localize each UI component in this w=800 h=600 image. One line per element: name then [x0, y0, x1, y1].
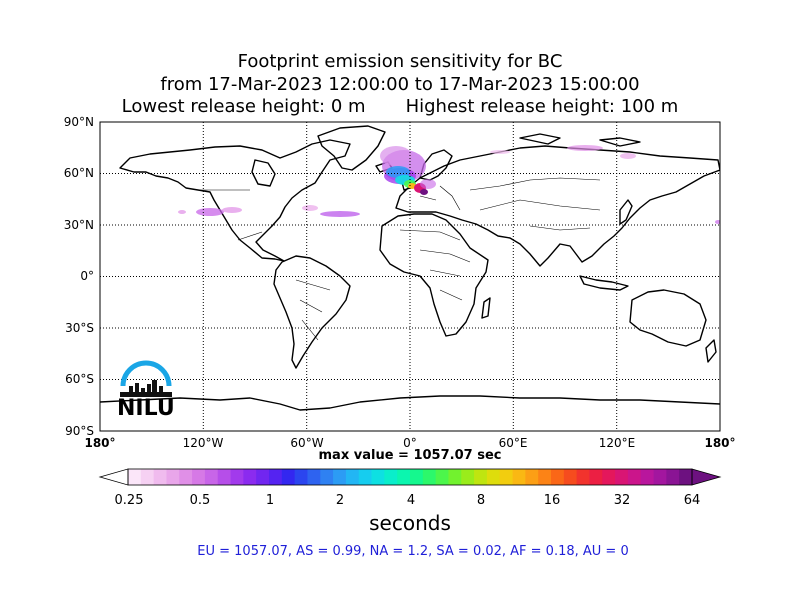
- colorbar-tick-32: 32: [613, 493, 631, 508]
- africa-outline: [379, 213, 489, 337]
- lon-tick-180w: 180°: [84, 436, 116, 450]
- colorbar-tick-1: 1: [265, 493, 275, 508]
- nilu-logo-arc: [120, 360, 172, 387]
- colorbar-segment: [192, 469, 206, 485]
- lon-tick-120e: 120°E: [598, 436, 636, 450]
- indonesia-outline: [579, 275, 629, 291]
- title-line-1: Footprint emission sensitivity for BC: [237, 51, 563, 72]
- colorbar-segment: [627, 469, 642, 485]
- colorbar-tick-0-25: 0.25: [114, 493, 144, 508]
- lon-tick-0: 0°: [403, 436, 417, 450]
- scandinavia-outline: [419, 149, 453, 181]
- colorbar-segment: [666, 469, 680, 485]
- colorbar-segment: [204, 469, 219, 485]
- colorbar-frame: [127, 468, 693, 486]
- lat-tick-90n: 90°N: [63, 115, 94, 129]
- north-america-outline: [119, 139, 351, 262]
- colorbar-segment: [320, 469, 334, 485]
- colorbar-tick-64: 64: [683, 493, 701, 508]
- colorbar-extend-high: [691, 468, 722, 486]
- graticule: [100, 122, 720, 431]
- colorbar-segment: [525, 469, 539, 485]
- colorbar-segment: [653, 469, 667, 485]
- lon-tick-60w: 60°W: [290, 436, 324, 450]
- colorbar-segment: [294, 469, 308, 485]
- nilu-logo: [120, 360, 172, 397]
- lon-tick-120w: 120°W: [182, 436, 224, 450]
- colorbar-segment: [589, 469, 603, 485]
- colorbar-segment: [128, 469, 142, 485]
- colorbar-segment: [448, 469, 462, 485]
- colorbar-tick-0-5: 0.5: [189, 493, 211, 508]
- colorbar-segment: [640, 469, 654, 485]
- colorbar-tick-16: 16: [543, 493, 561, 508]
- colorbar-segment: [153, 469, 167, 485]
- max-value-label: max value = 1057.07 sec: [318, 448, 502, 463]
- colorbar-segment: [615, 469, 629, 485]
- colorbar-segment: [486, 469, 501, 485]
- colorbar-segment: [461, 469, 475, 485]
- colorbar-segment: [576, 469, 590, 485]
- colorbar-segment: [243, 469, 257, 485]
- footprint-plume: [178, 145, 720, 224]
- new-zealand-outline: [705, 339, 717, 363]
- japan-outline: [619, 199, 633, 225]
- colorbar-segment: [358, 469, 372, 485]
- lon-tick-180e: 180°: [704, 436, 736, 450]
- south-america-outline: [273, 255, 351, 369]
- colorbar-segment: [179, 469, 193, 485]
- region-stats: EU = 1057.07, AS = 0.99, NA = 1.2, SA = …: [197, 544, 629, 559]
- hudson-bay-outline: [251, 159, 276, 187]
- colorbar-segment: [602, 469, 616, 485]
- colorbar-segment: [333, 469, 347, 485]
- colorbar-segment: [538, 469, 552, 485]
- lat-tick-30n: 30°N: [63, 218, 94, 232]
- colorbar-segment: [281, 469, 296, 485]
- colorbar-segment: [551, 469, 565, 485]
- lon-tick-60e: 60°E: [498, 436, 528, 450]
- colorbar: [98, 468, 722, 486]
- colorbar-segment: [512, 469, 526, 485]
- madagascar-outline: [481, 297, 491, 319]
- map-frame: [99, 121, 721, 432]
- colorbar-segment: [679, 469, 693, 485]
- lat-tick-90s: 90°S: [65, 424, 94, 438]
- colorbar-segment: [345, 469, 360, 485]
- colorbar-segment: [230, 469, 244, 485]
- colorbar-segment: [166, 469, 180, 485]
- colorbar-tick-8: 8: [476, 493, 486, 508]
- colorbar-segment: [563, 469, 578, 485]
- colorbar-segment: [307, 469, 321, 485]
- australia-outline: [629, 289, 707, 347]
- country-borders: [198, 177, 601, 341]
- colorbar-segment: [217, 469, 231, 485]
- colorbar-segment: [397, 469, 411, 485]
- colorbar-segment: [371, 469, 385, 485]
- lat-tick-30s: 30°S: [65, 321, 94, 335]
- lat-tick-60n: 60°N: [63, 166, 94, 180]
- lat-tick-0: 0°: [80, 269, 94, 283]
- colorbar-segment: [410, 469, 424, 485]
- lat-tick-60s: 60°S: [65, 372, 94, 386]
- colorbar-segment: [269, 469, 283, 485]
- colorbar-segment: [499, 469, 513, 485]
- colorbar-units: seconds: [369, 511, 451, 535]
- nilu-logo-text: NILU: [117, 396, 175, 421]
- colorbar-segment: [384, 469, 398, 485]
- title-line-3: Lowest release height: 0 m Highest relea…: [121, 96, 679, 117]
- title-line-2: from 17-Mar-2023 12:00:00 to 17-Mar-2023…: [160, 74, 640, 95]
- colorbar-segment: [435, 469, 449, 485]
- colorbar-segment: [422, 469, 437, 485]
- arctic-islands-outline: [519, 133, 641, 147]
- colorbar-extend-low: [98, 468, 129, 486]
- colorbar-segment: [256, 469, 270, 485]
- colorbar-segment: [140, 469, 155, 485]
- colorbar-tick-4: 4: [406, 493, 416, 508]
- colorbar-tick-2: 2: [335, 493, 345, 508]
- colorbar-segment: [474, 469, 488, 485]
- antarctica-outline: [100, 395, 720, 411]
- greenland-outline: [317, 125, 386, 171]
